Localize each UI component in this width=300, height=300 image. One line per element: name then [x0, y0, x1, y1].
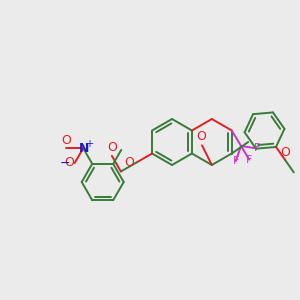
Text: O: O — [61, 134, 71, 147]
Text: +: + — [85, 139, 93, 149]
Text: O: O — [196, 130, 206, 143]
Text: F: F — [232, 156, 239, 166]
Text: O: O — [124, 156, 134, 169]
Text: N: N — [79, 142, 89, 155]
Text: F: F — [254, 143, 260, 153]
Text: −: − — [59, 156, 70, 170]
Text: O: O — [107, 141, 117, 154]
Text: F: F — [246, 155, 252, 165]
Text: O: O — [280, 146, 290, 159]
Text: O: O — [64, 156, 74, 170]
